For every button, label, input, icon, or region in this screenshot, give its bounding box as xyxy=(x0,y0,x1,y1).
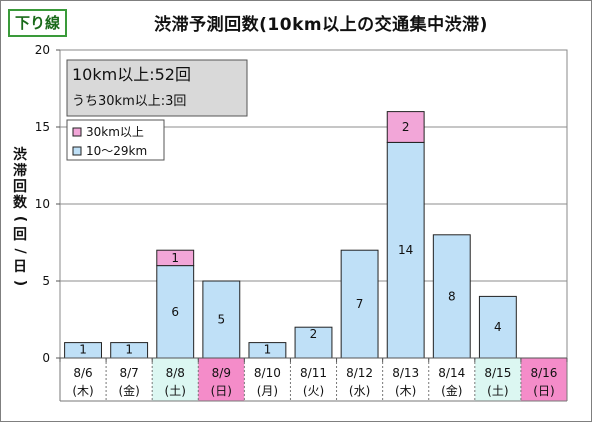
bar-label-short: 1 xyxy=(125,343,133,357)
summary-total: 10km以上:52回 xyxy=(72,65,191,84)
category-cell xyxy=(60,358,107,401)
x-tick-label-dow: (水) xyxy=(349,384,370,398)
x-tick-label-dow: (木) xyxy=(395,384,416,398)
category-cell xyxy=(520,358,567,401)
x-tick-label-date: 8/13 xyxy=(392,366,419,380)
category-cell xyxy=(244,358,291,401)
category-cell xyxy=(198,358,245,401)
x-tick-label-dow: (日) xyxy=(211,384,232,398)
bar-label-short: 7 xyxy=(356,297,364,311)
bar-short xyxy=(478,295,517,359)
summary-long: うち30km以上:3回 xyxy=(72,94,186,109)
y-tick-label: 0 xyxy=(42,351,50,365)
summary-box xyxy=(66,59,248,117)
direction-badge: 下り線 xyxy=(8,9,68,37)
bar-label-short: 1 xyxy=(79,343,87,357)
y-tick-label: 15 xyxy=(35,120,50,134)
x-tick-label-dow: (土) xyxy=(487,384,508,398)
x-tick-label-dow: (金) xyxy=(441,383,462,398)
bar-long xyxy=(156,249,195,267)
x-tick-label-dow: (金) xyxy=(118,383,139,398)
x-tick-label-dow: (月) xyxy=(257,384,278,398)
bar-label-long: 1 xyxy=(171,251,179,265)
x-tick-label-date: 8/10 xyxy=(254,366,281,380)
y-tick-label: 10 xyxy=(35,197,50,211)
x-tick-label-date: 8/6 xyxy=(73,366,92,380)
category-cell xyxy=(428,358,475,401)
category-cell xyxy=(382,358,429,401)
bar-short xyxy=(156,265,195,359)
chart-title: 渋滞予測回数(10km以上の交通集中渋滞) xyxy=(154,15,488,35)
bar-long xyxy=(386,111,425,143)
legend-swatch xyxy=(72,127,82,137)
x-tick-label-date: 8/8 xyxy=(166,366,185,380)
bar-label-short: 8 xyxy=(448,289,456,303)
legend-label: 10〜29km xyxy=(86,144,147,158)
x-tick-label-dow: (木) xyxy=(72,384,93,398)
category-cell xyxy=(152,358,199,401)
x-tick-label-date: 8/16 xyxy=(530,366,557,380)
bar-label-short: 14 xyxy=(398,243,413,257)
x-tick-label-date: 8/14 xyxy=(438,366,465,380)
bar-label-short: 2 xyxy=(310,327,318,341)
bar-label-short: 5 xyxy=(217,313,225,327)
y-axis-label-char: 滞 xyxy=(13,163,27,179)
bar-short xyxy=(340,249,379,359)
x-tick-label-date: 8/11 xyxy=(300,366,327,380)
x-tick-label-dow: (日) xyxy=(533,384,554,398)
legend-label: 30km以上 xyxy=(86,125,144,139)
x-tick-label-date: 8/12 xyxy=(346,366,373,380)
legend-swatch xyxy=(72,146,82,156)
y-tick-label: 20 xyxy=(35,43,50,57)
y-axis-label-char: 渋 xyxy=(13,147,27,163)
x-tick-label-dow: (土) xyxy=(165,384,186,398)
y-axis-label-char: 数 xyxy=(13,195,27,211)
category-cell xyxy=(106,358,153,401)
y-tick-label: 5 xyxy=(42,274,50,288)
bar-short xyxy=(432,234,471,359)
category-cell xyxy=(336,358,383,401)
bar-short xyxy=(294,326,333,359)
bar-label-short: 1 xyxy=(264,343,272,357)
legend-box xyxy=(66,119,165,161)
bar-label-short: 4 xyxy=(494,320,502,334)
x-tick-label-date: 8/7 xyxy=(119,366,138,380)
x-tick-label-date: 8/9 xyxy=(212,366,231,380)
bar-label-short: 6 xyxy=(171,305,179,319)
x-tick-label-date: 8/15 xyxy=(484,366,511,380)
y-axis-label-char: 回 xyxy=(13,227,27,243)
category-cell xyxy=(474,358,521,401)
x-tick-label-dow: (火) xyxy=(303,384,324,398)
category-cell xyxy=(290,358,337,401)
bar-label-long: 2 xyxy=(402,120,410,134)
y-axis-label: 渋滞回数(回 / 日) xyxy=(11,147,29,291)
y-axis-label-char: 回 xyxy=(13,179,27,195)
y-axis-label-char: 日 xyxy=(13,259,27,275)
